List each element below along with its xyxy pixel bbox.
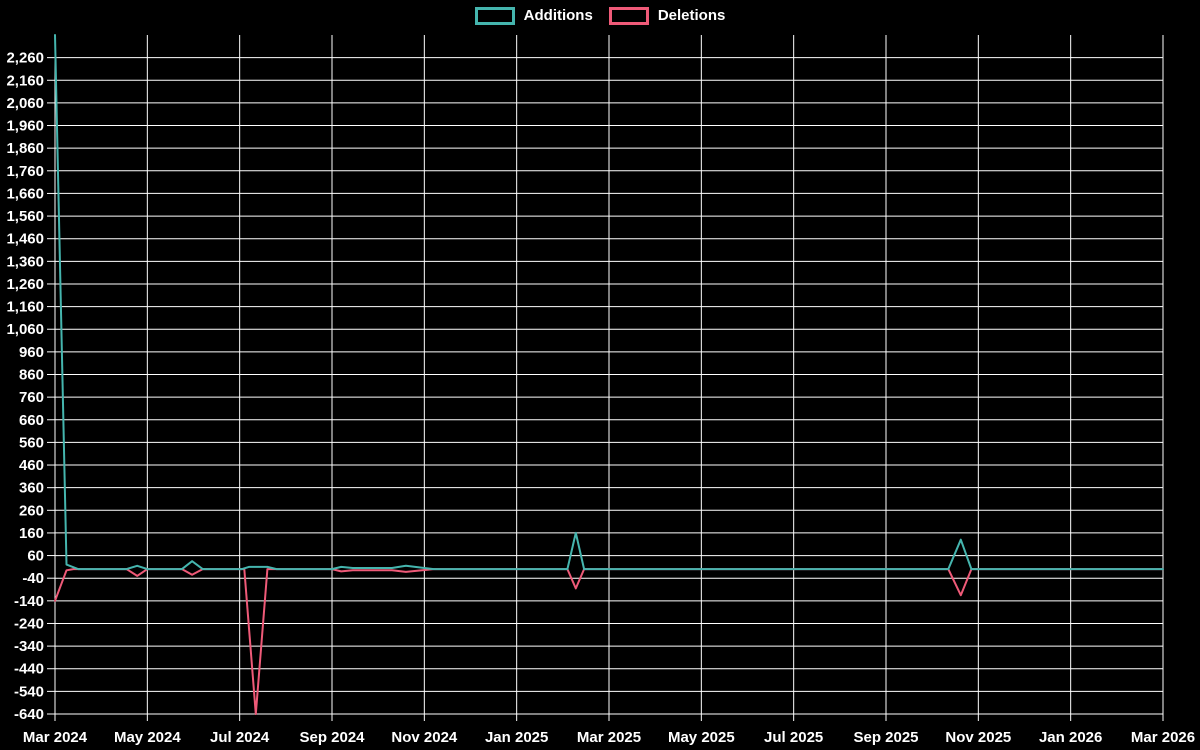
x-tick-label: Sep 2025 [853,729,918,746]
additions-line [54,34,1164,571]
y-tick-label: 2,160 [6,72,44,89]
legend-item-additions[interactable]: Additions [474,6,593,26]
y-tick-label: 60 [27,548,44,565]
additions-swatch [474,7,515,25]
y-tick-label: 1,460 [6,231,44,248]
y-tick-label: 360 [19,480,44,497]
x-tick-label: Jan 2026 [1039,729,1102,746]
y-tick-label: -240 [14,615,44,632]
y-tick-label: -340 [14,638,44,655]
y-tick-label: 760 [19,389,44,406]
y-tick-label: 2,260 [6,50,44,67]
y-tick-label: 560 [19,434,44,451]
x-tick-label: Jul 2025 [764,729,823,746]
y-tick-label: 860 [19,367,44,384]
x-tick-label: Jul 2024 [210,729,270,746]
x-tick-label: May 2025 [668,729,735,746]
y-tick-label: 1,060 [6,321,44,338]
y-tick-label: 1,760 [6,163,44,180]
y-tick-label: 660 [19,412,44,429]
y-tick-label: 160 [19,525,44,542]
x-tick-label: Nov 2024 [391,729,458,746]
x-tick-label: Mar 2025 [577,729,641,746]
deletions-legend-label: Deletions [657,7,726,24]
y-tick-label: 260 [19,502,44,519]
y-tick-label: 960 [19,344,44,361]
y-tick-label: -640 [14,706,44,723]
y-tick-label: -440 [14,661,44,678]
additions-legend-label: Additions [523,7,593,24]
y-tick-label: 1,860 [6,140,44,157]
y-tick-label: 1,660 [6,185,44,202]
x-tick-label: Nov 2025 [945,729,1011,746]
legend-item-deletions[interactable]: Deletions [608,6,726,26]
y-tick-label: -540 [14,683,44,700]
y-tick-label: 1,260 [6,276,44,293]
y-tick-label: -40 [22,570,44,587]
y-tick-label: 1,360 [6,253,44,270]
x-tick-label: Mar 2026 [1131,729,1195,746]
chart-legend: Additions Deletions [0,6,1200,26]
y-tick-label: 2,060 [6,95,44,112]
x-tick-label: Sep 2024 [299,729,365,746]
y-tick-label: 460 [19,457,44,474]
x-tick-label: Mar 2024 [23,729,88,746]
y-tick-label: -140 [14,593,44,610]
y-tick-label: 1,960 [6,118,44,135]
y-tick-label: 1,160 [6,299,44,316]
deletions-swatch [608,7,649,25]
x-tick-label: Jan 2025 [485,729,548,746]
y-tick-label: 1,560 [6,208,44,225]
x-tick-label: May 2024 [114,729,181,746]
